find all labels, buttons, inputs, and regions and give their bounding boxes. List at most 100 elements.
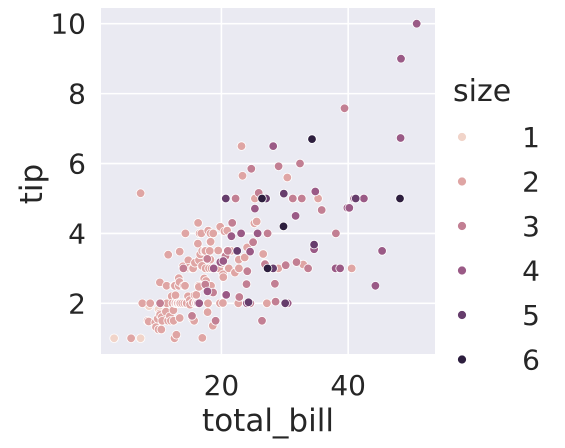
data-point — [205, 237, 216, 247]
data-point — [270, 279, 280, 289]
data-point — [288, 193, 298, 204]
data-point — [395, 193, 405, 204]
data-point — [252, 228, 263, 239]
data-point — [412, 19, 422, 29]
data-point — [171, 330, 182, 340]
data-point — [218, 298, 228, 308]
data-point — [202, 254, 213, 264]
data-point — [193, 238, 203, 249]
y-tick-labels: 2 4 6 8 10 — [50, 8, 86, 321]
data-point — [241, 279, 252, 289]
data-point — [208, 228, 218, 239]
data-point — [237, 171, 248, 181]
y-tick-label: 8 — [68, 78, 86, 111]
data-point — [268, 141, 278, 151]
data-point — [395, 133, 406, 143]
data-point — [396, 54, 406, 64]
data-point — [178, 263, 189, 274]
data-point — [213, 245, 223, 256]
data-point — [309, 239, 319, 250]
y-tick-label: 4 — [68, 217, 86, 250]
data-point — [180, 281, 190, 291]
data-point — [191, 290, 202, 300]
legend-title: size — [453, 74, 511, 109]
y-tick-label: 2 — [68, 287, 86, 320]
data-point — [135, 188, 146, 198]
data-point — [210, 316, 221, 326]
data-point — [135, 333, 146, 344]
data-point — [282, 172, 293, 183]
data-point — [317, 205, 327, 215]
data-point — [197, 333, 208, 343]
data-point — [155, 298, 165, 309]
data-point — [109, 333, 119, 344]
x-axis-label: total_bill — [202, 403, 334, 439]
data-point — [234, 263, 244, 274]
data-point — [236, 141, 247, 151]
data-points — [109, 19, 422, 344]
data-point — [202, 286, 213, 297]
data-point — [202, 307, 213, 317]
data-point — [230, 193, 241, 204]
data-point — [347, 263, 357, 274]
data-point — [156, 324, 167, 335]
legend-marker — [457, 221, 467, 231]
data-point — [339, 103, 350, 114]
data-point — [252, 216, 262, 227]
data-point — [290, 211, 301, 221]
data-point — [262, 228, 273, 239]
y-axis-label: tip — [14, 164, 50, 204]
x-tick-label: 40 — [330, 369, 366, 402]
data-point — [145, 298, 155, 309]
data-point — [246, 164, 257, 174]
y-tick-label: 10 — [50, 8, 86, 41]
data-point — [236, 228, 246, 239]
data-point — [344, 203, 355, 213]
legend-marker — [457, 310, 467, 320]
legend-label: 5 — [522, 299, 540, 332]
data-point — [303, 263, 313, 274]
legend-label: 2 — [522, 166, 540, 199]
data-point — [174, 246, 185, 257]
data-point — [242, 266, 253, 276]
data-point — [174, 313, 185, 323]
plot-area — [101, 8, 435, 354]
data-point — [370, 281, 381, 291]
data-point — [278, 221, 289, 232]
data-point — [221, 193, 231, 204]
data-point — [194, 298, 204, 309]
data-point — [221, 290, 231, 300]
data-point — [248, 237, 258, 247]
data-point — [234, 292, 245, 302]
data-point — [170, 290, 181, 301]
legend-marker — [457, 176, 467, 187]
data-point — [226, 231, 237, 241]
data-point — [204, 246, 215, 256]
data-point — [291, 257, 302, 267]
data-point — [359, 193, 369, 204]
data-point — [245, 246, 255, 257]
data-point — [331, 228, 341, 239]
data-point — [262, 298, 272, 309]
legend-marker — [457, 265, 467, 276]
legend-label: 6 — [522, 344, 540, 377]
data-point — [193, 218, 203, 228]
legend-label: 4 — [522, 255, 540, 288]
data-point — [137, 298, 148, 309]
data-point — [227, 218, 237, 228]
data-point — [223, 246, 233, 256]
data-point — [203, 298, 213, 309]
data-point — [279, 188, 289, 199]
data-point — [297, 193, 307, 204]
data-point — [335, 263, 345, 274]
data-point — [218, 256, 229, 266]
data-point — [239, 252, 250, 263]
data-point — [163, 249, 173, 260]
x-tick-labels: 20 40 — [204, 369, 366, 402]
data-point — [232, 246, 242, 256]
data-point — [250, 203, 260, 214]
data-point — [218, 272, 229, 282]
y-tick-label: 6 — [68, 148, 86, 181]
data-point — [310, 186, 321, 197]
